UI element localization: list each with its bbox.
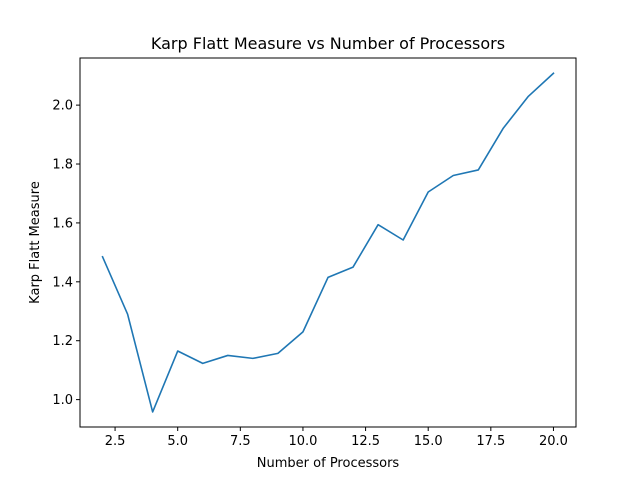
x-tick-label: 20.0 [539, 434, 568, 449]
x-tick-label: 15.0 [414, 434, 443, 449]
x-tick-label: 17.5 [476, 434, 505, 449]
x-tick-label: 2.5 [105, 434, 126, 449]
plot-area [101, 72, 555, 413]
y-tick-label: 1.0 [52, 393, 73, 408]
y-tick-label: 1.8 [52, 158, 73, 173]
chart-title: Karp Flatt Measure vs Number of Processo… [151, 34, 505, 53]
x-axis-label: Number of Processors [257, 456, 400, 471]
y-tick-label: 1.6 [52, 216, 73, 231]
x-tick-label: 7.5 [230, 434, 251, 449]
x-tick-label: 10.0 [288, 434, 317, 449]
y-tick-label: 1.2 [52, 334, 73, 349]
y-tick-label: 2.0 [52, 99, 73, 114]
series-line-1 [101, 72, 555, 413]
axes-frame [79, 57, 577, 428]
y-axis: 1.0 1.2 1.4 1.6 1.8 2.0 [52, 99, 80, 408]
x-tick-label: 12.5 [351, 434, 380, 449]
x-axis: 2.5 5.0 7.5 10.0 12.5 15.0 17.5 20.0 [105, 427, 568, 449]
y-axis-label: Karp Flatt Measure [28, 181, 43, 304]
y-tick-label: 1.4 [52, 275, 73, 290]
x-tick-label: 5.0 [167, 434, 188, 449]
